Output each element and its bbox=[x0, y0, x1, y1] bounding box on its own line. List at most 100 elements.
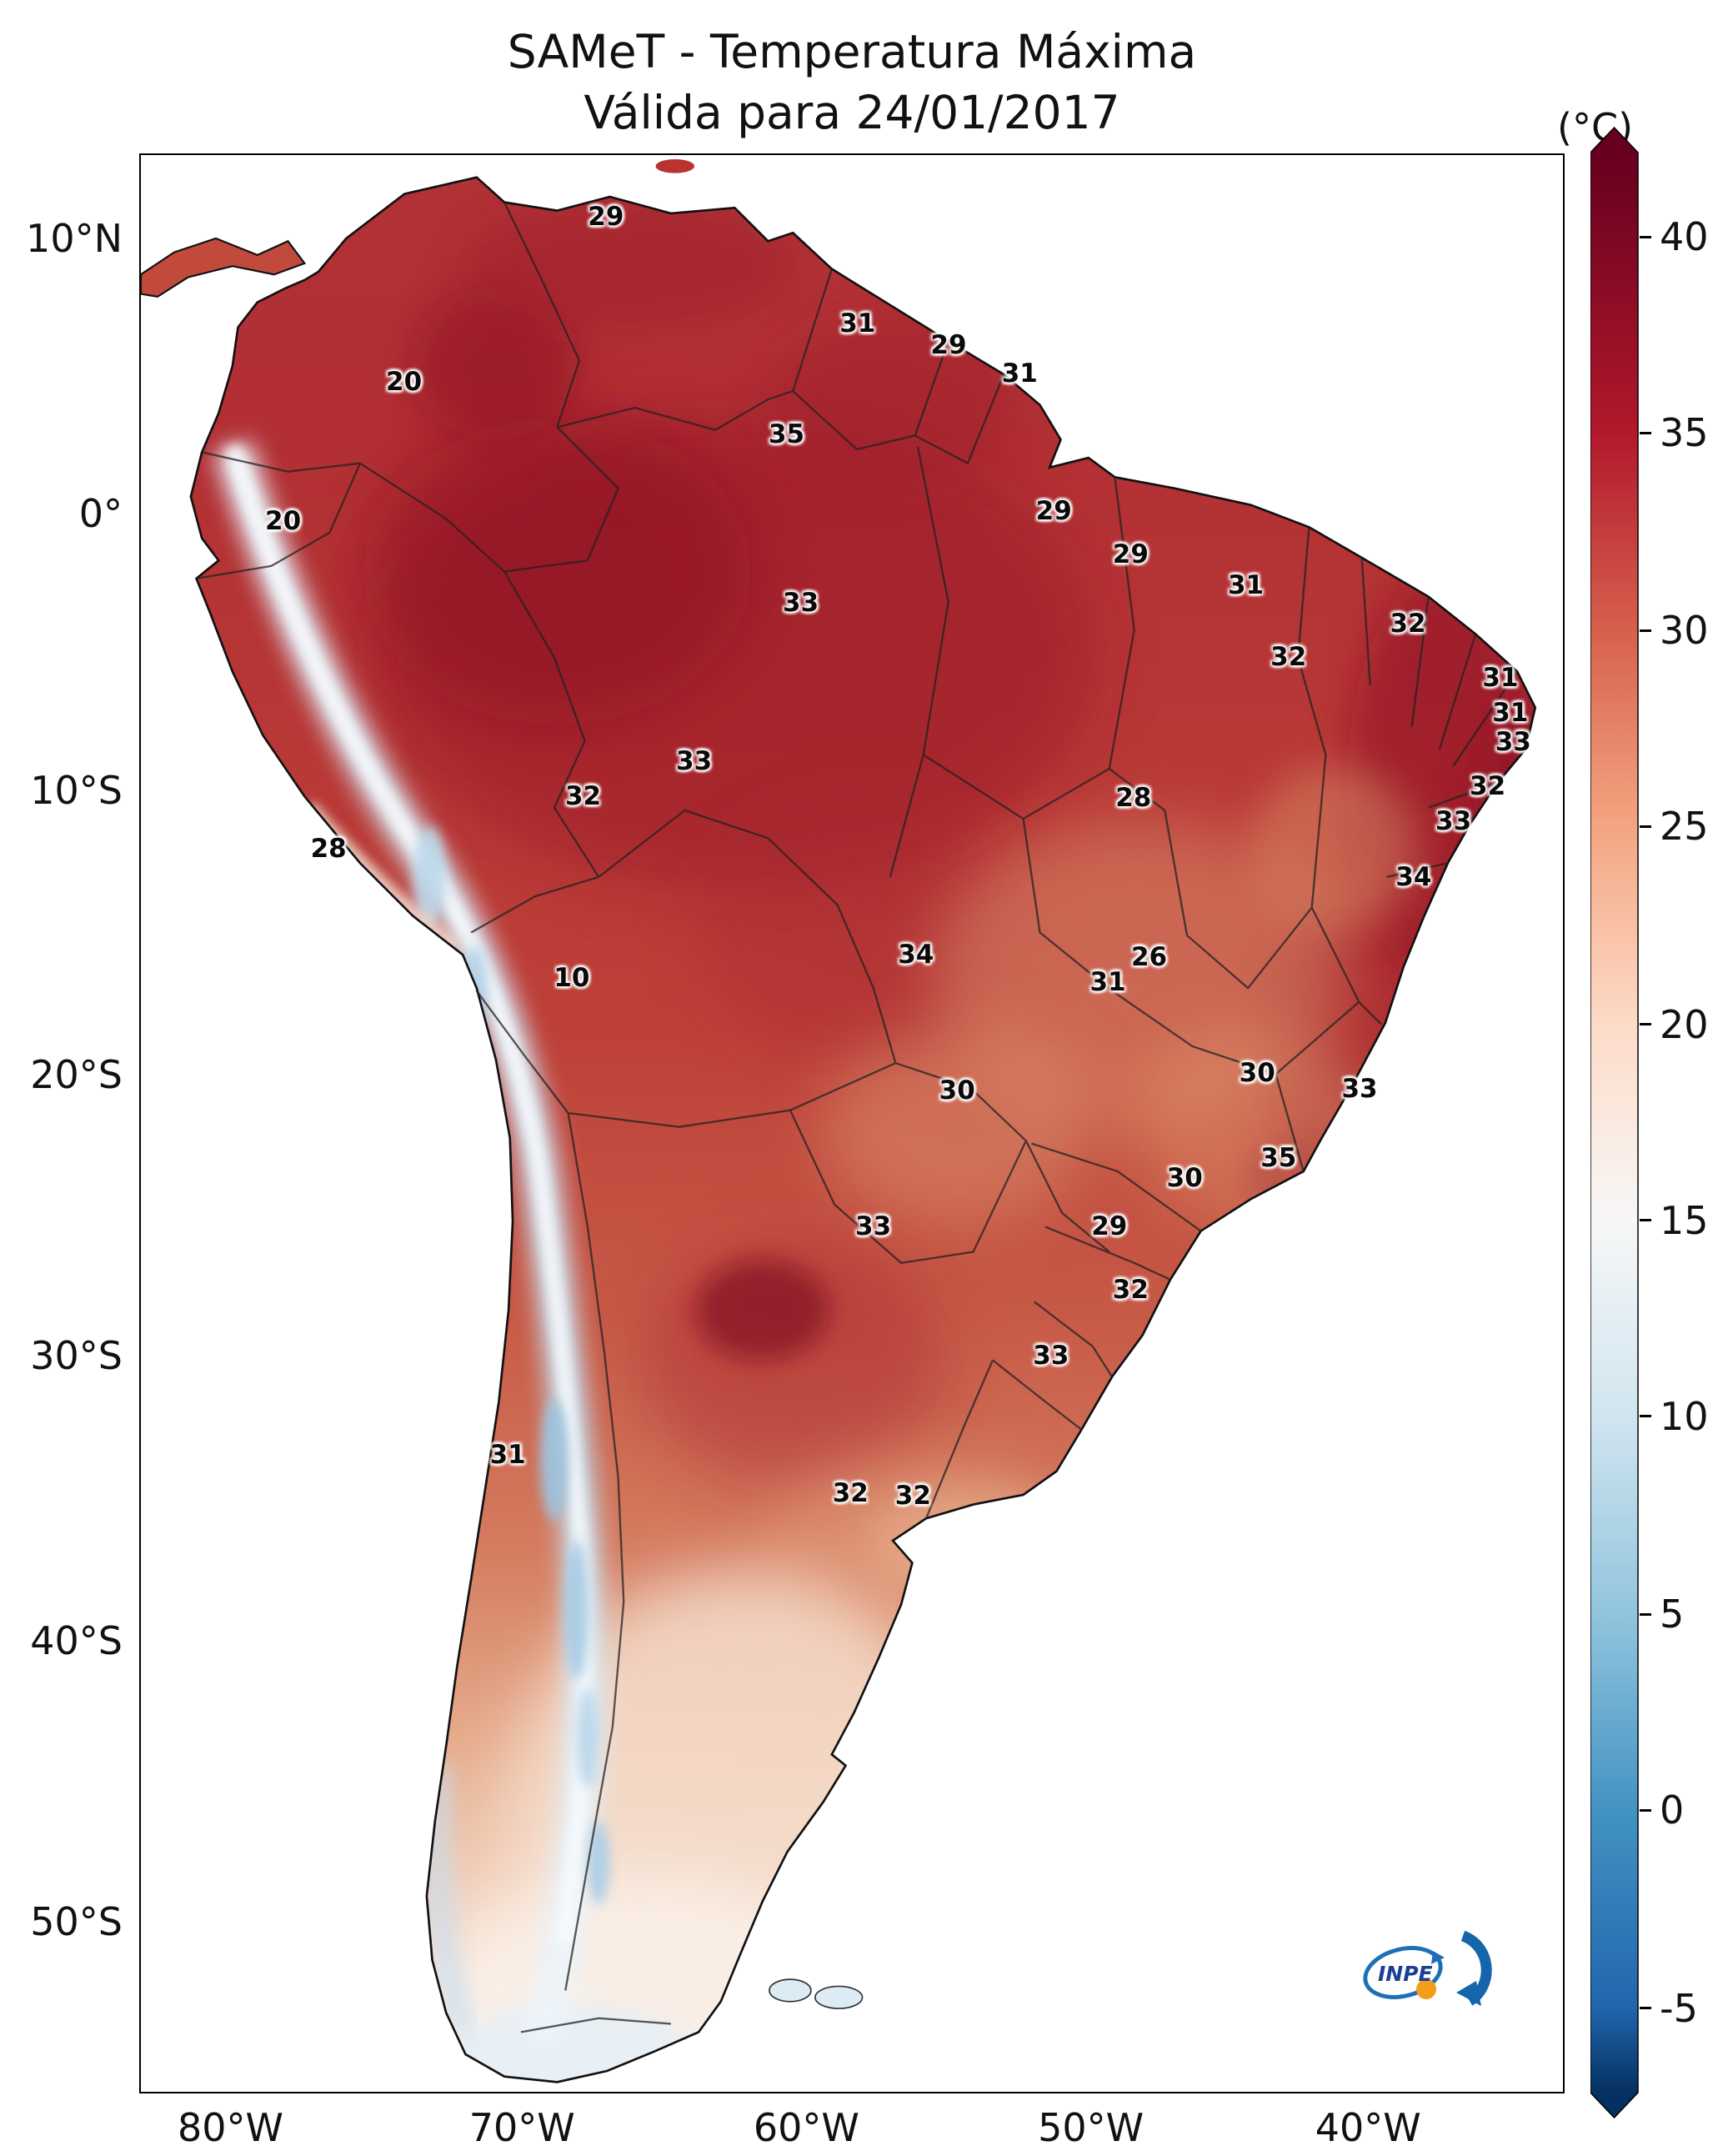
lat-tick-label: 10°S bbox=[30, 767, 123, 813]
inpe-orbit-icon bbox=[1363, 1946, 1443, 1999]
colorbar-tick-label: 20 bbox=[1660, 1001, 1709, 1047]
south-america-map bbox=[141, 158, 1537, 2083]
lon-tick-label: 70°W bbox=[468, 2105, 575, 2150]
colorbar-tick-label: 15 bbox=[1660, 1197, 1709, 1243]
colorbar-tick-mark bbox=[1640, 1219, 1651, 1222]
colorbar-gradient-bar bbox=[1590, 127, 1639, 2119]
station-temperature-label: 33 bbox=[783, 587, 819, 618]
colorbar-tick: 30 bbox=[1640, 608, 1709, 653]
station-temperature-label: 31 bbox=[1001, 358, 1038, 389]
colorbar-tick: 40 bbox=[1640, 214, 1709, 259]
station-temperature-label: 35 bbox=[768, 419, 805, 449]
station-temperature-label: 33 bbox=[1341, 1073, 1378, 1104]
station-temperature-label: 31 bbox=[839, 308, 876, 339]
colorbar bbox=[1590, 127, 1639, 2119]
colorbar-tick-mark bbox=[1640, 1415, 1651, 1418]
station-temperature-label: 20 bbox=[265, 506, 302, 537]
station-temperature-label: 31 bbox=[1227, 569, 1265, 600]
lon-tick-label: 80°W bbox=[177, 2105, 283, 2150]
colorbar-tick-label: 30 bbox=[1660, 608, 1709, 654]
falkland-islands bbox=[769, 1978, 864, 2009]
colorbar-tick-mark bbox=[1640, 1612, 1651, 1616]
central-america-landmass bbox=[141, 237, 307, 298]
lon-tick-label: 50°W bbox=[1038, 2105, 1144, 2150]
coastline bbox=[189, 176, 1537, 2083]
station-temperature-label: 32 bbox=[894, 1480, 931, 1511]
station-temperature-label: 34 bbox=[1395, 862, 1432, 893]
colorbar-tick-mark bbox=[1640, 1023, 1651, 1026]
colorbar-tick-mark bbox=[1640, 629, 1651, 632]
inpe-logo: INPE bbox=[1363, 1930, 1492, 2006]
station-temperature-label: 32 bbox=[1390, 609, 1426, 639]
station-temperature-label: 29 bbox=[1112, 539, 1149, 569]
station-temperature-label: 35 bbox=[1260, 1143, 1297, 1174]
lat-tick-label: 0° bbox=[78, 490, 123, 536]
lat-tick-label: 30°S bbox=[30, 1333, 123, 1379]
colorbar-tick: -5 bbox=[1640, 1986, 1698, 2031]
title-line-1: SAMeT - Temperatura Máxima bbox=[507, 25, 1197, 78]
station-temperature-label: 34 bbox=[898, 940, 934, 970]
station-temperature-label: 33 bbox=[1495, 726, 1531, 757]
station-temperature-label: 31 bbox=[1482, 663, 1519, 694]
inpe-orbit-arrowhead-icon bbox=[1431, 1951, 1445, 1964]
colorbar-tick-label: 5 bbox=[1660, 1592, 1685, 1637]
inpe-logo-text: INPE bbox=[1378, 1962, 1433, 1986]
colorbar-tick: 25 bbox=[1640, 804, 1709, 849]
station-temperature-label: 29 bbox=[588, 202, 624, 233]
station-temperature-label: 33 bbox=[855, 1211, 892, 1241]
colorbar-tick-mark bbox=[1640, 1808, 1651, 1812]
station-temperature-label: 10 bbox=[553, 963, 590, 994]
station-temperature-label: 32 bbox=[564, 780, 602, 811]
station-temperature-label: 29 bbox=[930, 329, 967, 360]
station-temperature-label: 32 bbox=[832, 1478, 869, 1509]
colorbar-tick-mark bbox=[1640, 235, 1651, 238]
colorbar-tick-label: -5 bbox=[1660, 1985, 1698, 2031]
station-temperature-label: 30 bbox=[1166, 1162, 1203, 1193]
colorbar-tick-label: 25 bbox=[1660, 804, 1709, 850]
station-temperature-label: 28 bbox=[1115, 783, 1152, 814]
political-borders bbox=[196, 202, 1519, 2033]
map-plot-area: 29 20 31 29 31 35 20 29 29 31 33 32 32 31 31 33 33 32 28 32… bbox=[26, 153, 1565, 2150]
colorbar-tick: 35 bbox=[1640, 410, 1709, 455]
station-temperature-label: 30 bbox=[1239, 1058, 1275, 1089]
figure-title: SAMeT - Temperatura Máxima Válida para 2… bbox=[139, 22, 1565, 143]
colorbar-tick: 5 bbox=[1640, 1592, 1684, 1637]
station-temperature-label: 33 bbox=[1435, 806, 1472, 837]
colorbar-tick-label: 35 bbox=[1660, 410, 1709, 456]
colorbar-tick-label: 10 bbox=[1660, 1393, 1709, 1439]
island-trinidad bbox=[655, 158, 695, 173]
lat-tick-label: 20°S bbox=[30, 1052, 123, 1098]
station-temperature-label: 33 bbox=[1033, 1341, 1069, 1371]
colorbar-tick: 20 bbox=[1640, 1002, 1709, 1047]
station-temperature-label: 29 bbox=[1035, 496, 1072, 527]
station-temperature-label: 31 bbox=[1492, 698, 1529, 729]
station-temperature-label: 32 bbox=[1470, 771, 1506, 802]
colorbar-tick-mark bbox=[1640, 2007, 1651, 2010]
station-layer: 29 20 31 29 31 35 20 29 29 31 33 32 32 31 31 33 33 32 28 32… bbox=[141, 155, 1563, 2092]
colorbar-tick-label: 40 bbox=[1660, 214, 1709, 260]
lon-tick-label: 40°W bbox=[1315, 2105, 1421, 2150]
station-temperature-label: 20 bbox=[386, 366, 423, 397]
station-temperature-label: 32 bbox=[1270, 641, 1307, 672]
colorbar-tick: 0 bbox=[1640, 1787, 1684, 1833]
lat-tick-label: 40°S bbox=[30, 1617, 123, 1663]
colorbar-tick-mark bbox=[1640, 431, 1651, 434]
colorbar-tick: 10 bbox=[1640, 1394, 1709, 1439]
inpe-arrowhead-icon bbox=[1456, 1981, 1481, 2006]
station-temperature-label: 33 bbox=[676, 746, 713, 777]
station-temperature-label: 31 bbox=[489, 1439, 526, 1470]
colorbar-ticks: 40 35 30 25 20 15 10 5 0 -5 bbox=[1640, 153, 1723, 2093]
lon-tick-label: 60°W bbox=[753, 2105, 859, 2150]
lat-tick-label: 10°N bbox=[26, 215, 123, 261]
lat-tick-label: 50°S bbox=[30, 1898, 123, 1944]
inpe-orange-dot-icon bbox=[1416, 1979, 1436, 1999]
colorbar-tick-mark bbox=[1640, 825, 1651, 828]
title-line-2: Válida para 24/01/2017 bbox=[584, 85, 1120, 139]
station-temperature-label: 29 bbox=[1091, 1211, 1128, 1241]
colorbar-tick: 15 bbox=[1640, 1198, 1709, 1243]
station-temperature-label: 32 bbox=[1112, 1275, 1149, 1306]
station-temperature-label: 26 bbox=[1130, 941, 1168, 972]
station-temperature-label: 30 bbox=[939, 1075, 975, 1106]
station-temperature-label: 31 bbox=[1089, 966, 1126, 997]
